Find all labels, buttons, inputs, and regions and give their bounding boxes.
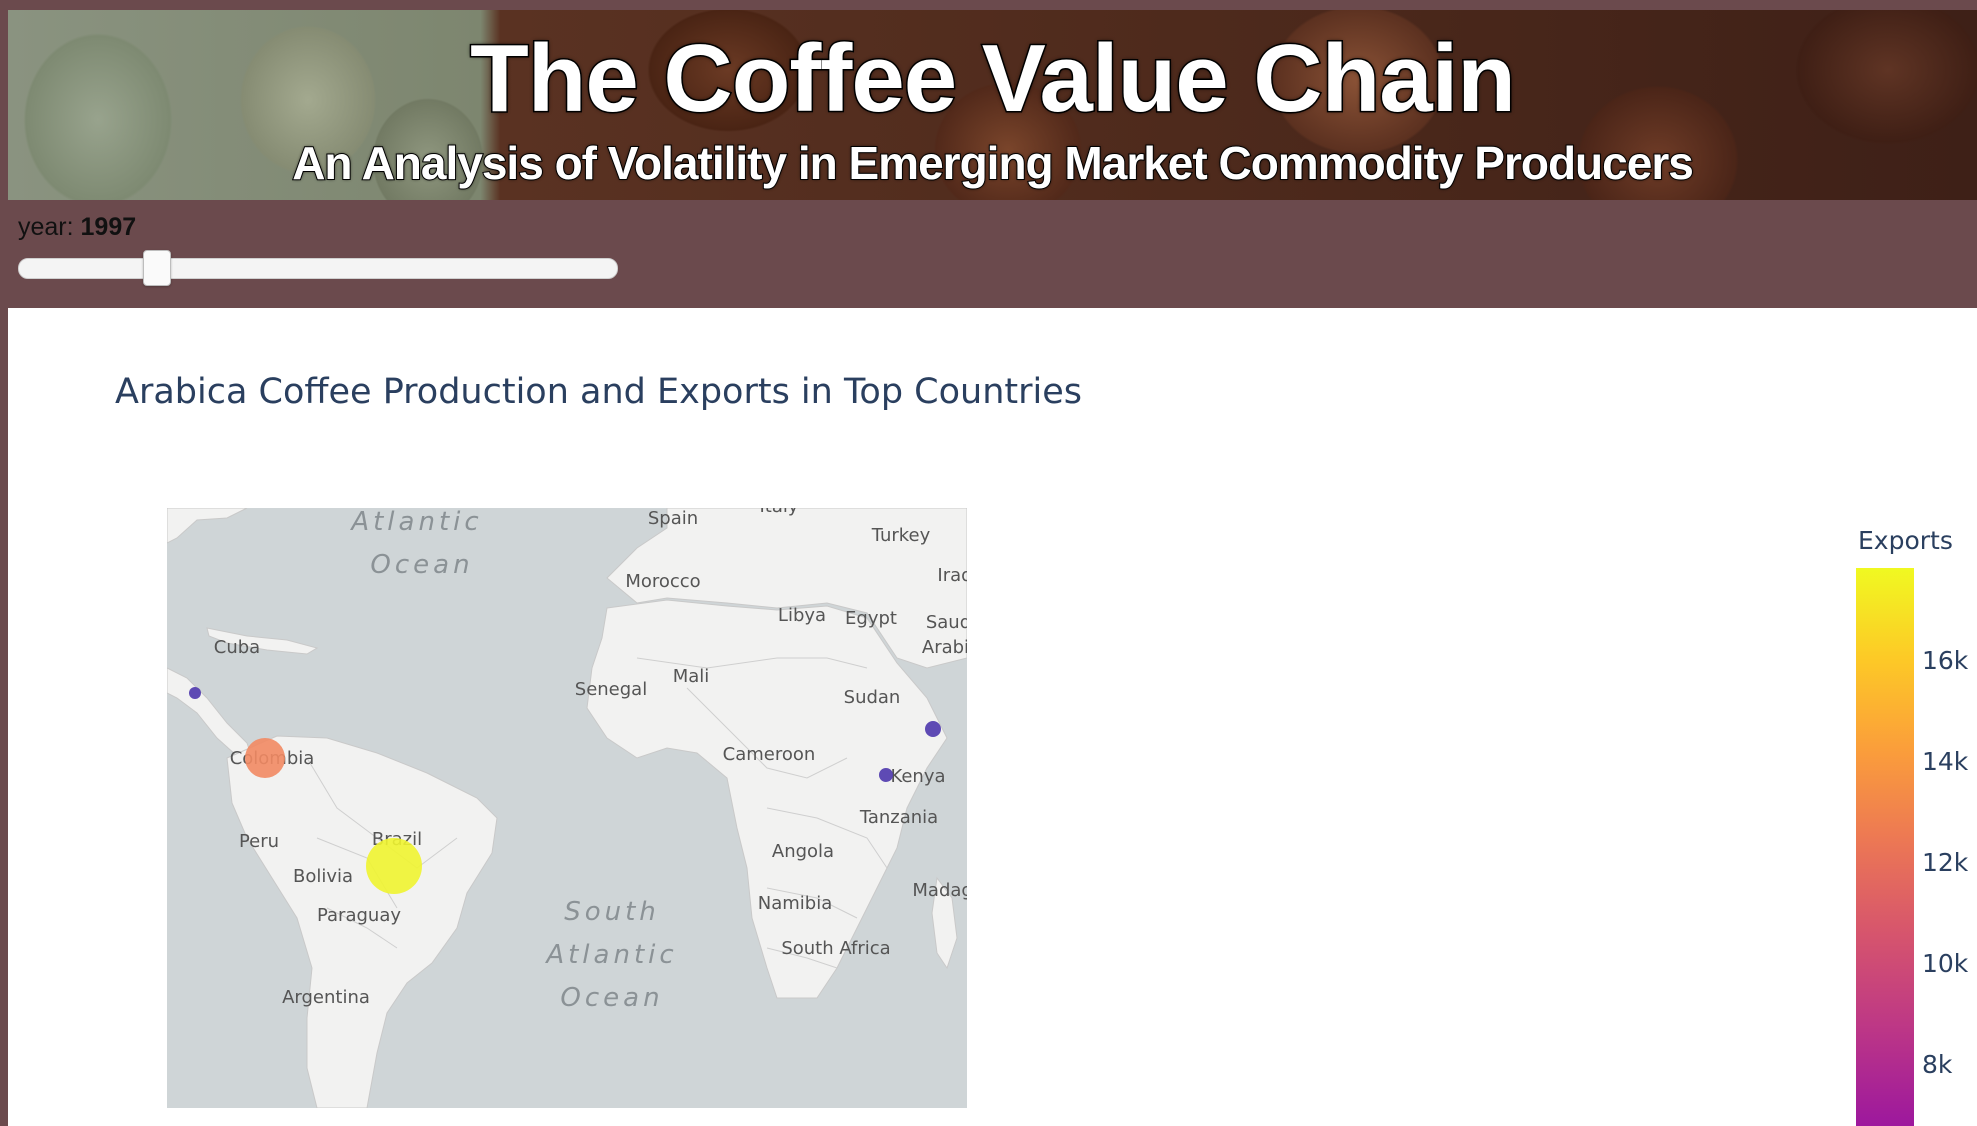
colorbar xyxy=(1856,568,1914,1126)
colorbar-title: Exports xyxy=(1858,526,1953,555)
year-slider-track[interactable] xyxy=(18,258,618,279)
year-value: 1997 xyxy=(80,213,137,241)
label-arabia: Arabia xyxy=(922,637,967,658)
africa-landmass xyxy=(586,599,948,999)
country-borders xyxy=(306,657,888,969)
year-slider-handle[interactable] xyxy=(142,250,171,286)
label-saudi: Saudi xyxy=(926,612,967,633)
label-morocco: Morocco xyxy=(625,571,700,592)
label-cuba: Cuba xyxy=(214,637,260,658)
label-spain: Spain xyxy=(648,508,698,529)
colorbar-tick-10k: 10k xyxy=(1922,949,1969,978)
ocean-labels: Atlantic Ocean South Atlantic Ocean xyxy=(349,508,677,1013)
label-angola: Angola xyxy=(772,841,834,862)
label-sudan: Sudan xyxy=(844,687,901,708)
label-turkey: Turkey xyxy=(871,525,931,546)
label-argentina: Argentina xyxy=(282,987,370,1008)
colorbar-tick-12k: 12k xyxy=(1922,848,1969,877)
ocean-label-south-atlantic: Atlantic xyxy=(544,940,677,970)
ocean-label-south: South xyxy=(564,897,660,927)
colorbar-tick-8k: 8k xyxy=(1922,1050,1953,1079)
colorbar-tick-14k: 14k xyxy=(1922,747,1969,776)
bubble-brazil[interactable] xyxy=(366,838,422,894)
banner-title: The Coffee Value Chain xyxy=(469,24,1518,134)
label-senegal: Senegal xyxy=(575,679,647,700)
ocean-label-south-ocean: Ocean xyxy=(560,983,663,1013)
label-madagascar: Madagascar xyxy=(912,880,967,901)
label-italy: Italy xyxy=(759,508,798,517)
banner-subtitle: An Analysis of Volatility in Emerging Ma… xyxy=(291,136,1695,190)
label-egypt: Egypt xyxy=(845,608,897,629)
label-libya: Libya xyxy=(778,605,826,626)
label-south-africa: South Africa xyxy=(781,938,890,959)
map-svg: Atlantic Ocean South Atlantic Ocean Spai… xyxy=(167,508,967,1108)
bubble-guatemala[interactable] xyxy=(189,687,201,699)
label-mali: Mali xyxy=(673,666,710,687)
chart-panel: Arabica Coffee Production and Exports in… xyxy=(8,308,1977,1126)
cuba-landmass xyxy=(206,627,319,655)
bubble-ethiopia[interactable] xyxy=(925,721,941,737)
bubble-colombia[interactable] xyxy=(245,738,285,778)
label-cameroon: Cameroon xyxy=(723,744,816,765)
label-peru: Peru xyxy=(239,831,279,852)
label-kenya: Kenya xyxy=(890,766,945,787)
colorbar-tick-16k: 16k xyxy=(1922,646,1969,675)
label-tanzania: Tanzania xyxy=(859,807,938,828)
data-bubbles xyxy=(189,687,941,894)
label-iraq: Iraq xyxy=(937,565,967,586)
north-america-landmass xyxy=(167,508,248,544)
chart-title: Arabica Coffee Production and Exports in… xyxy=(115,372,1082,412)
ocean-label-ocean: Ocean xyxy=(370,550,473,580)
madagascar-landmass xyxy=(931,876,958,970)
label-bolivia: Bolivia xyxy=(293,866,353,887)
map[interactable]: Atlantic Ocean South Atlantic Ocean Spai… xyxy=(167,508,967,1108)
label-namibia: Namibia xyxy=(758,893,833,914)
year-slider-label: year: 1997 xyxy=(18,213,136,242)
year-label-prefix: year: xyxy=(18,213,81,241)
south-america-landmass xyxy=(226,735,498,1108)
header-banner: The Coffee Value Chain An Analysis of Vo… xyxy=(8,10,1977,200)
europe-middle-east-landmass xyxy=(606,508,967,669)
label-paraguay: Paraguay xyxy=(317,905,401,926)
ocean-label-atlantic: Atlantic xyxy=(349,508,482,537)
bubble-kenya[interactable] xyxy=(879,768,893,782)
